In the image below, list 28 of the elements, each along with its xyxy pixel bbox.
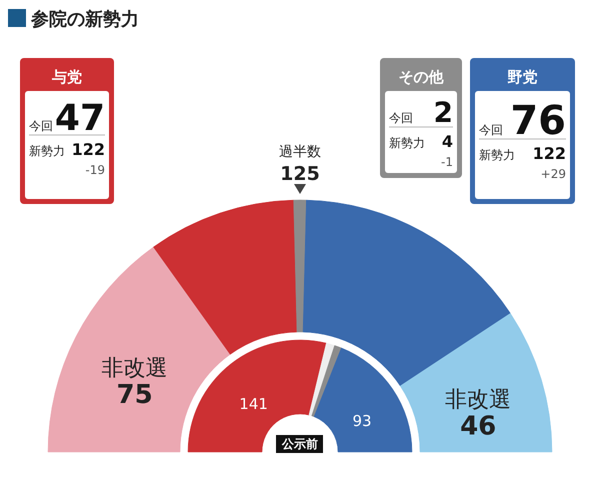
- text: -1: [441, 155, 453, 169]
- slice-label: 非改選: [445, 388, 512, 413]
- text: 新勢力: [389, 136, 425, 150]
- text: -19: [85, 163, 105, 177]
- text: 47: [54, 98, 105, 139]
- slice-label: 非改選: [102, 356, 168, 381]
- text: 公示前: [281, 437, 318, 451]
- text: 125: [280, 163, 320, 185]
- text: 今回: [479, 123, 503, 137]
- text: 過半数: [279, 144, 321, 160]
- text: 与党: [51, 68, 82, 86]
- text: 今回: [389, 111, 413, 125]
- text: その他: [398, 68, 444, 86]
- text: 122: [72, 140, 105, 159]
- text: 122: [532, 144, 566, 163]
- text: 76: [510, 98, 566, 144]
- text: 新勢力: [29, 144, 65, 158]
- data-label: 93: [352, 412, 372, 430]
- text: +29: [540, 167, 566, 181]
- text: 野党: [508, 68, 538, 86]
- chart-title: 参院の新勢力: [30, 9, 139, 30]
- text: 今回: [29, 119, 53, 133]
- text: 新勢力: [479, 148, 515, 162]
- data-label: 46: [460, 412, 496, 442]
- text: 2: [434, 96, 453, 129]
- data-label: 75: [116, 380, 153, 410]
- data-label: 141: [239, 395, 268, 414]
- text: 4: [442, 132, 453, 151]
